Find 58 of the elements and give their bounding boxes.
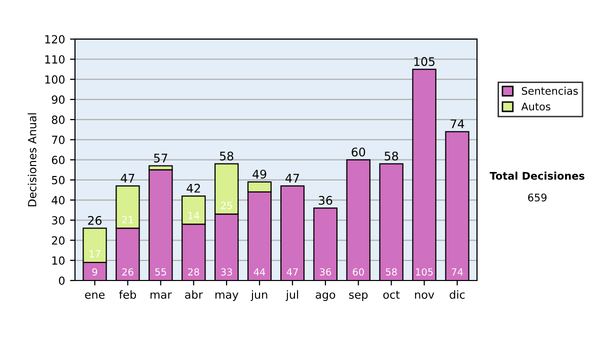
total-label: 47 [286, 174, 299, 182]
x-tick-label: ago [316, 292, 336, 301]
data-label: 36 [320, 268, 331, 276]
total-label: 36 [318, 196, 332, 205]
y-axis-title: Decisiones Anual [28, 113, 36, 206]
data-label: 47 [286, 268, 298, 276]
data-label: 17 [90, 250, 100, 258]
total-label: 26 [88, 216, 102, 225]
data-label: 44 [254, 268, 266, 276]
total-label: 74 [450, 120, 464, 128]
x-tick-label: nov [415, 292, 434, 299]
total-label: 49 [252, 170, 266, 179]
y-tick-label: 120 [45, 35, 65, 44]
x-tick-label: mar [150, 292, 172, 299]
total-label: 105 [414, 57, 435, 66]
data-label: 21 [122, 216, 134, 224]
x-tick-label: feb [119, 290, 136, 299]
y-tick-label: 70 [52, 136, 65, 144]
total-label: 58 [384, 152, 398, 161]
data-label: 60 [352, 268, 364, 276]
x-tick-label: dic [450, 290, 465, 299]
x-tick-label: abr [185, 290, 203, 299]
data-label: 26 [122, 268, 134, 276]
x-tick-label: jul [286, 290, 298, 301]
total-label: 57 [154, 154, 168, 163]
data-label: 58 [386, 268, 397, 276]
y-tick-label: 90 [52, 95, 65, 104]
y-tick-label: 20 [52, 236, 65, 245]
x-tick-label: ene [85, 292, 105, 299]
data-label: 14 [188, 212, 200, 220]
x-tick-label: may [215, 292, 238, 301]
data-label: 74 [452, 268, 463, 276]
y-tick-label: 110 [45, 55, 65, 64]
total-label: 60 [352, 148, 366, 157]
data-label: 105 [416, 268, 433, 276]
data-label: 9 [92, 268, 98, 276]
y-tick-label: 0 [58, 276, 65, 285]
total-label: 47 [120, 174, 134, 182]
y-tick-label: 80 [52, 116, 65, 124]
y-tick-label: 30 [52, 216, 65, 225]
data-label: 33 [221, 268, 232, 276]
x-tick-label: oct [383, 290, 400, 299]
y-tick-label: 100 [45, 75, 65, 84]
y-tick-label: 50 [52, 176, 65, 184]
data-label: 28 [188, 268, 200, 276]
data-label: 55 [155, 268, 166, 276]
text: Total Decisiones [490, 172, 584, 180]
y-tick-label: 60 [52, 156, 65, 164]
text: 659 [528, 194, 547, 202]
x-tick-label: jun [250, 290, 268, 301]
y-tick-label: 40 [52, 196, 65, 204]
y-tick-label: 10 [52, 256, 65, 265]
x-tick-label: sep [349, 292, 368, 301]
total-label: 58 [220, 152, 234, 161]
legend-label: Sentencias [522, 86, 578, 95]
legend-label: Autos [521, 102, 550, 110]
data-label: 25 [221, 202, 232, 210]
total-label: 42 [186, 184, 200, 193]
